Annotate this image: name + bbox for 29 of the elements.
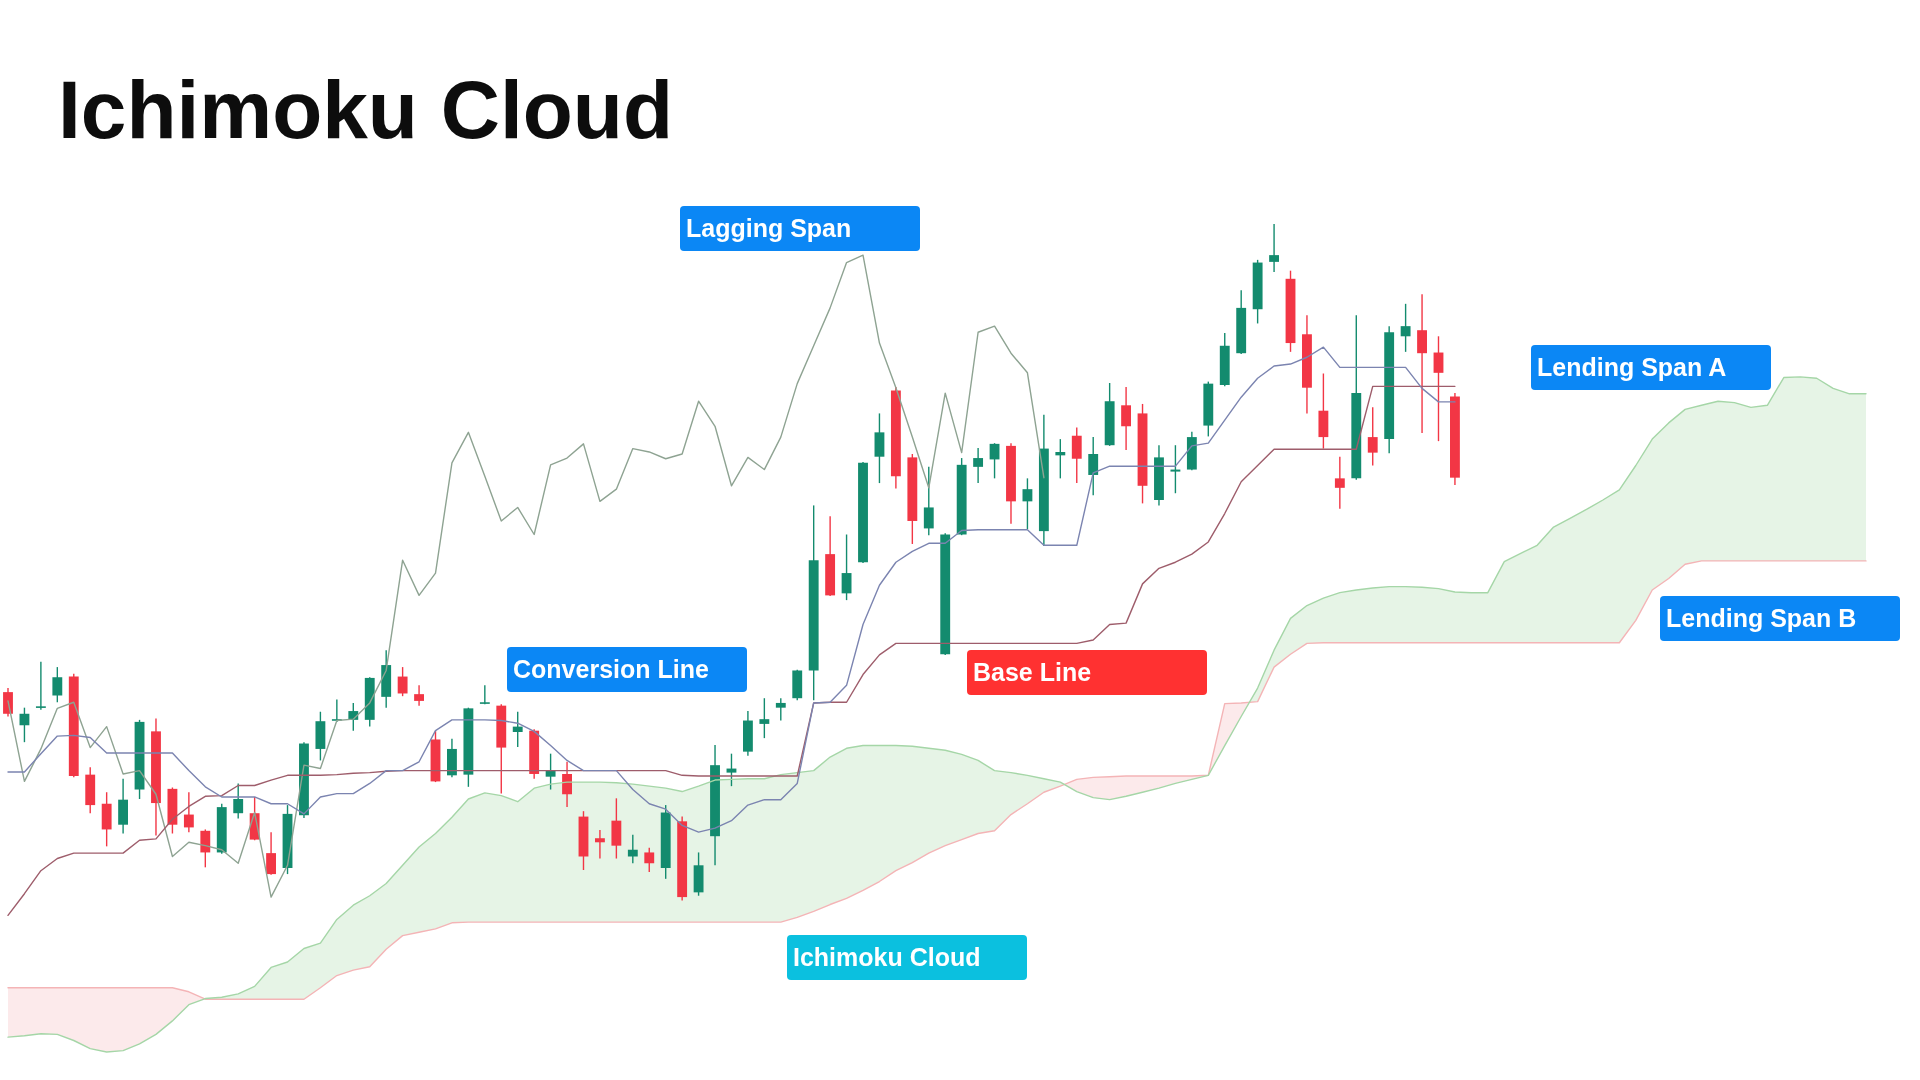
candlestick	[1433, 335, 1444, 442]
candlestick	[35, 660, 46, 711]
candlestick	[1071, 426, 1082, 484]
candlestick	[1417, 293, 1427, 434]
chart-title: Ichimoku Cloud	[58, 64, 673, 155]
candlestick	[1055, 438, 1066, 480]
candlestick	[775, 697, 786, 722]
candlestick	[1400, 303, 1411, 353]
candlestick	[1088, 436, 1099, 496]
candlestick	[841, 533, 852, 601]
candlestick	[52, 666, 63, 703]
candlestick	[1022, 477, 1033, 530]
candlestick	[397, 666, 408, 697]
candlestick	[1367, 406, 1378, 467]
candlestick	[1269, 223, 1279, 273]
candlestick	[1121, 386, 1132, 451]
series-label: Base Line	[973, 657, 1092, 688]
candlestick	[183, 791, 194, 833]
series-label: Lending Span A	[1537, 352, 1727, 383]
candlestick	[759, 697, 770, 739]
candlestick	[973, 447, 984, 484]
series-label: Lagging Span	[686, 213, 852, 244]
candlestick	[923, 466, 934, 536]
candlestick	[414, 684, 424, 707]
series-label: Conversion Line	[513, 654, 709, 685]
candlestick	[1170, 444, 1181, 494]
candlestick	[1334, 456, 1345, 510]
series-label: Lending Span B	[1666, 603, 1857, 634]
candlestick	[512, 711, 523, 748]
